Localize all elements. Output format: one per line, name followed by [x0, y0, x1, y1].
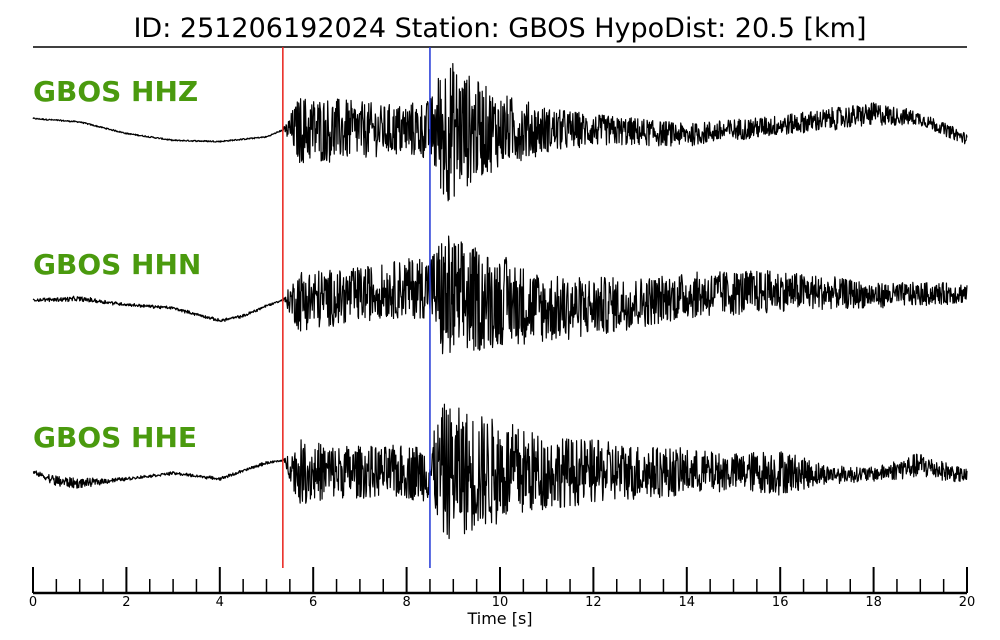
channel-label: GBOS HHE	[33, 421, 197, 454]
time-axis: 0 2 4 6 8 10 12 14 16 18 20	[29, 567, 975, 610]
x-tick-label: 16	[772, 595, 789, 610]
x-tick-label: 12	[585, 595, 602, 610]
waveform-trace	[32, 62, 968, 202]
channel-label-group: GBOS HHZ GBOS HHN GBOS HHE	[33, 75, 201, 454]
x-tick-label: 20	[959, 595, 976, 610]
x-tick-label: 6	[309, 595, 317, 610]
x-tick-label: 18	[865, 595, 882, 610]
x-tick-label: 0	[29, 595, 37, 610]
chart-title: ID: 251206192024 Station: GBOS HypoDist:…	[133, 13, 866, 44]
channel-label: GBOS HHZ	[33, 75, 198, 108]
channel-label: GBOS HHN	[33, 248, 201, 281]
phase-pick-group	[282, 47, 431, 568]
x-tick-label: 10	[492, 595, 509, 610]
trace-group	[32, 62, 968, 540]
x-tick-label: 2	[122, 595, 130, 610]
waveform-trace	[32, 235, 968, 355]
x-tick-label: 4	[216, 595, 224, 610]
x-axis-label: Time [s]	[466, 609, 532, 628]
x-tick-label: 14	[679, 595, 696, 610]
x-tick-label: 8	[402, 595, 410, 610]
waveform-trace	[32, 403, 968, 540]
